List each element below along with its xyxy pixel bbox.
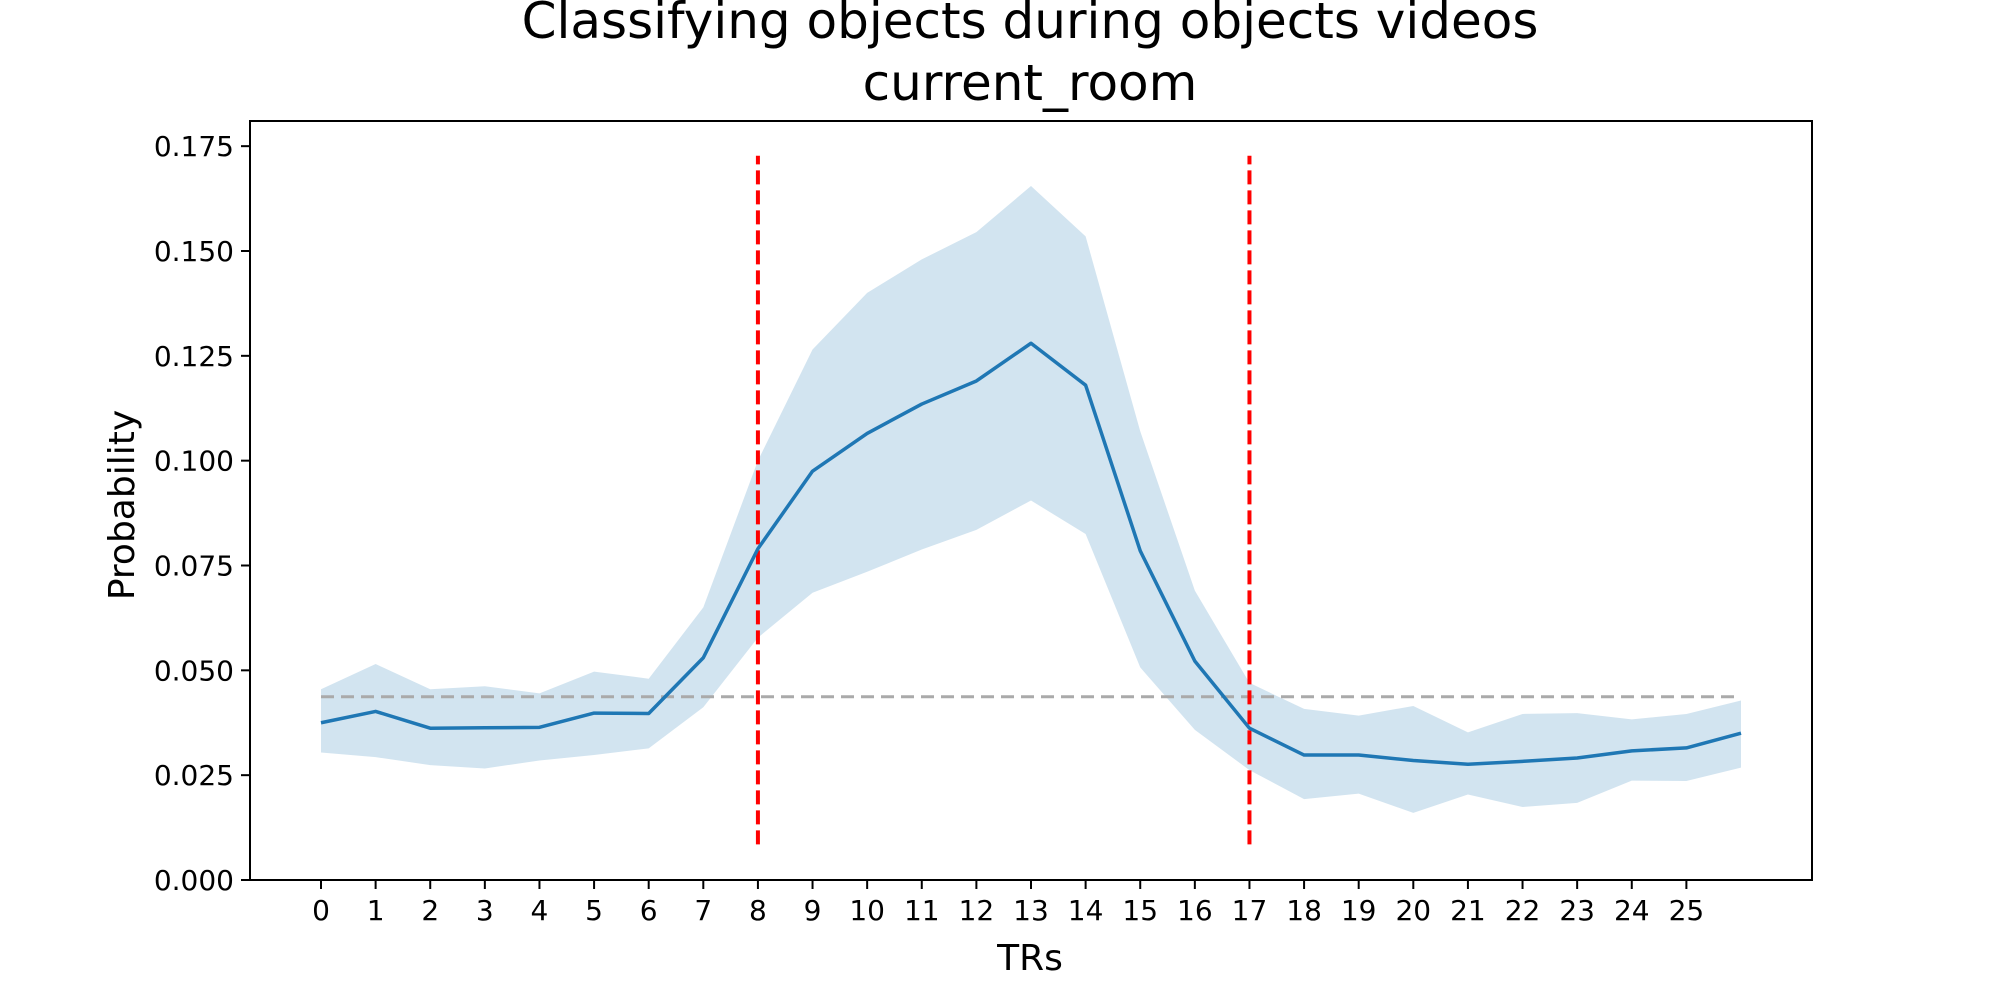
y-tick-label-0: 0.000: [154, 864, 234, 897]
x-axis-label: TRs: [996, 938, 1063, 979]
x-tick-label-16: 16: [1177, 894, 1213, 927]
x-tick-label-5: 5: [585, 894, 603, 927]
x-tick-label-6: 6: [640, 894, 658, 927]
chart-title: Classifying objects during objects video…: [522, 0, 1539, 50]
y-tick-label-5: 0.125: [154, 340, 234, 373]
x-tick-label-25: 25: [1669, 894, 1705, 927]
y-axis-label: Probability: [102, 410, 143, 600]
x-tick-label-22: 22: [1505, 894, 1541, 927]
x-tick-label-4: 4: [531, 894, 549, 927]
x-tick-label-7: 7: [694, 894, 712, 927]
x-tick-label-17: 17: [1232, 894, 1268, 927]
x-tick-label-12: 12: [959, 894, 995, 927]
x-tick-label-9: 9: [804, 894, 822, 927]
x-tick-label-18: 18: [1286, 894, 1322, 927]
x-tick-label-0: 0: [312, 894, 330, 927]
x-tick-label-11: 11: [904, 894, 940, 927]
y-tick-label-4: 0.100: [154, 445, 234, 478]
x-tick-label-19: 19: [1341, 894, 1377, 927]
x-tick-label-8: 8: [749, 894, 767, 927]
axes: 0 1 2 3 4 5 6 7 8 9 10 11 12 13 14 15 16 17 18 19 20 21 22 23 24…: [154, 130, 1704, 927]
plot-area: [320, 155, 1742, 845]
x-tick-label-24: 24: [1614, 894, 1650, 927]
x-tick-label-21: 21: [1450, 894, 1486, 927]
y-tick-label-2: 0.050: [154, 654, 234, 687]
x-tick-label-20: 20: [1395, 894, 1431, 927]
y-tick-label-7: 0.175: [154, 130, 234, 163]
x-tick-label-14: 14: [1068, 894, 1104, 927]
y-tick-label-1: 0.025: [154, 759, 234, 792]
x-tick-label-15: 15: [1122, 894, 1158, 927]
y-tick-label-6: 0.150: [154, 235, 234, 268]
chart-subtitle: current_room: [863, 54, 1198, 112]
x-tick-label-2: 2: [421, 894, 439, 927]
series-0-confidence-band: [321, 185, 1741, 813]
x-tick-label-1: 1: [367, 894, 385, 927]
y-tick-label-3: 0.075: [154, 549, 234, 582]
x-tick-label-10: 10: [849, 894, 885, 927]
x-tick-label-3: 3: [476, 894, 494, 927]
x-tick-label-23: 23: [1559, 894, 1595, 927]
x-tick-label-13: 13: [1013, 894, 1049, 927]
